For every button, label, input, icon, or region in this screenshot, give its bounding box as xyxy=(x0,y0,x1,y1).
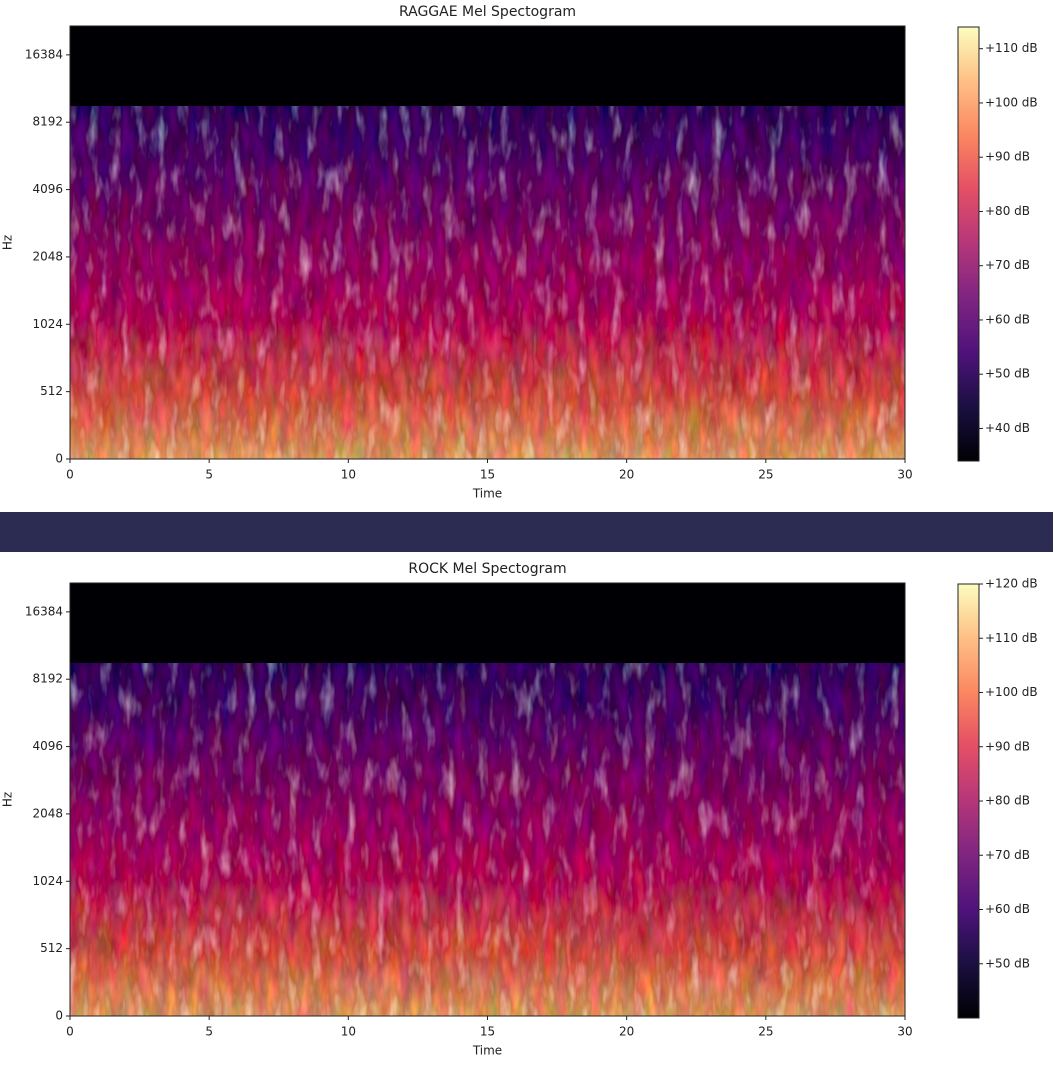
x-tick-label: 30 xyxy=(897,468,912,482)
colorbar-tick-label: +110 dB xyxy=(985,41,1038,55)
y-axis-label: Hz xyxy=(1,792,15,807)
colorbar-tick-label: +60 dB xyxy=(985,902,1030,916)
chart: ROCK Mel Spectogram 0 5 10 15 20 25 30 0 512 1024 2… xyxy=(1,561,1038,1058)
colorbar-tick-label: +120 dB xyxy=(985,577,1038,591)
x-tick-label: 5 xyxy=(205,1025,213,1039)
separator-band xyxy=(0,512,1053,552)
x-tick-label: 15 xyxy=(480,468,495,482)
x-tick-label: 20 xyxy=(619,468,634,482)
y-tick-label: 8192 xyxy=(32,115,63,129)
y-tick-label: 512 xyxy=(40,384,63,398)
y-tick-label: 0 xyxy=(55,1009,63,1023)
chart-title: RAGGAE Mel Spectogram xyxy=(399,4,576,20)
y-tick-label: 1024 xyxy=(32,317,63,331)
colorbar-tick-label: +70 dB xyxy=(985,848,1030,862)
x-tick-label: 0 xyxy=(66,468,74,482)
y-tick-label: 4096 xyxy=(32,182,63,196)
x-tick-label: 30 xyxy=(897,1025,912,1039)
x-tick-label: 20 xyxy=(619,1025,634,1039)
x-tick-label: 5 xyxy=(205,468,213,482)
colorbar-tick-label: +50 dB xyxy=(985,367,1030,381)
y-tick-label: 1024 xyxy=(32,874,63,888)
colorbar-tick-label: +70 dB xyxy=(985,258,1030,272)
colorbar-tick-label: +80 dB xyxy=(985,794,1030,808)
x-tick-label: 25 xyxy=(758,468,773,482)
y-tick-label: 0 xyxy=(55,452,63,466)
colorbar-tick-label: +40 dB xyxy=(985,421,1030,435)
x-axis-label: Time xyxy=(472,487,502,501)
silent-band xyxy=(70,26,905,106)
colorbar-tick-label: +90 dB xyxy=(985,739,1030,753)
colorbar xyxy=(957,26,980,462)
x-tick-label: 15 xyxy=(480,1025,495,1039)
y-axis-label: Hz xyxy=(1,235,15,250)
x-tick-label: 10 xyxy=(341,1025,356,1039)
y-tick-label: 512 xyxy=(40,941,63,955)
x-axis-label: Time xyxy=(472,1044,502,1058)
colorbar-tick-label: +60 dB xyxy=(985,312,1030,326)
chart-title: ROCK Mel Spectogram xyxy=(408,561,566,577)
colorbar-tick-label: +80 dB xyxy=(985,204,1030,218)
colorbar-tick-label: +90 dB xyxy=(985,150,1030,164)
colorbar-tick-label: +50 dB xyxy=(985,956,1030,970)
y-tick-label: 2048 xyxy=(32,249,63,263)
colorbar-tick-label: +100 dB xyxy=(985,95,1038,109)
silent-band xyxy=(70,583,905,663)
x-tick-label: 0 xyxy=(66,1025,74,1039)
colorbar xyxy=(957,583,980,1019)
x-tick-label: 10 xyxy=(341,468,356,482)
colorbar-tick-label: +100 dB xyxy=(985,685,1038,699)
y-tick-label: 16384 xyxy=(25,47,63,61)
y-tick-label: 4096 xyxy=(32,739,63,753)
colorbar-tick-label: +110 dB xyxy=(985,631,1038,645)
y-tick-label: 2048 xyxy=(32,806,63,820)
y-tick-label: 8192 xyxy=(32,672,63,686)
chart: RAGGAE Mel Spectogram 0 5 10 15 20 25 30 0 512 102… xyxy=(1,4,1038,501)
x-tick-label: 25 xyxy=(758,1025,773,1039)
y-tick-label: 16384 xyxy=(25,604,63,618)
